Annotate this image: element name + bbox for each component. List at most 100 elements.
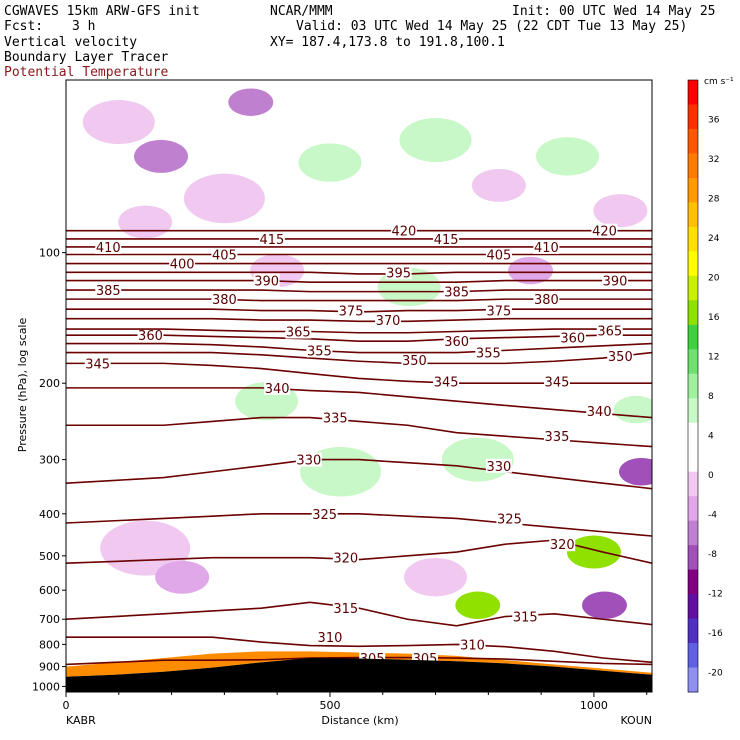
w-shading-16 xyxy=(155,560,210,594)
theta-label-325-1: 325 xyxy=(497,512,522,527)
theta-contours: 3053053103103153153203203253253303303353… xyxy=(66,223,652,667)
theta-label-325-0: 325 xyxy=(312,508,337,523)
colorbar-swatch-0 xyxy=(688,80,698,105)
theta-label-335-1: 335 xyxy=(545,430,570,445)
theta-label-bg-325-1 xyxy=(496,511,523,526)
theta-contour-340 xyxy=(66,387,652,419)
w-shading-17 xyxy=(404,557,468,597)
theta-label-bg-315-0 xyxy=(332,601,359,616)
y-tick-label-700: 700 xyxy=(39,613,60,626)
colorbar: 36 32 28 24 20 16 12 8 4 0 -4 -8 -12 -16 -20 xyxy=(687,79,723,693)
colorbar-tick--8: -8 xyxy=(708,550,717,560)
theta-label-410-0: 410 xyxy=(96,241,121,256)
w-shading-19 xyxy=(581,591,627,620)
theta-label-420-1: 420 xyxy=(592,225,617,240)
theta-contour-390 xyxy=(66,279,652,284)
theta-label-bg-325-0 xyxy=(311,506,338,521)
theta-label-320-1: 320 xyxy=(550,538,575,553)
tracer-area xyxy=(66,651,652,677)
x-tick-label-500: 500 xyxy=(319,699,340,712)
field-boundary-layer-tracer: Boundary Layer Tracer xyxy=(4,50,169,65)
theta-label-bg-385-0 xyxy=(95,283,122,298)
colorbar-swatch-4 xyxy=(688,177,698,203)
theta-label-bg-380-0 xyxy=(211,292,238,307)
theta-contour-355 xyxy=(66,342,652,354)
theta-contour-325 xyxy=(66,513,652,537)
theta-label-bg-340-0 xyxy=(264,380,291,395)
theta-label-415-0: 415 xyxy=(259,233,284,248)
colorbar-swatch-16 xyxy=(688,471,698,497)
theta-label-bg-355-0 xyxy=(306,343,333,358)
theta-label-bg-385-1 xyxy=(443,284,470,299)
theta-contour-315 xyxy=(66,601,652,627)
w-shading-20 xyxy=(455,591,501,620)
colorbar-tick-4: 4 xyxy=(708,431,714,441)
w-shading-3 xyxy=(298,143,362,182)
theta-label-360-1: 360 xyxy=(444,335,469,350)
theta-label-bg-355-1 xyxy=(475,345,502,360)
colorbar-swatch-5 xyxy=(688,202,698,228)
theta-contour-365 xyxy=(66,328,652,334)
terrain-area xyxy=(66,658,652,692)
theta-label-bg-345-1 xyxy=(433,374,460,389)
theta-label-310-1: 310 xyxy=(460,638,485,653)
w-shading-6 xyxy=(183,173,265,224)
theta-contour-310 xyxy=(66,636,652,664)
y-tick-label-900: 900 xyxy=(39,661,60,674)
w-shading-5 xyxy=(471,168,526,202)
theta-label-bg-345-0 xyxy=(84,356,111,371)
theta-label-375-0: 375 xyxy=(339,305,364,320)
theta-label-345-0: 345 xyxy=(85,357,110,372)
theta-label-bg-405-0 xyxy=(211,247,238,262)
theta-contour-385 xyxy=(66,289,652,293)
theta-label-350-0: 350 xyxy=(402,354,427,369)
theta-label-310-0: 310 xyxy=(318,631,343,646)
colorbar-tick--20: -20 xyxy=(708,668,723,678)
plot-frame xyxy=(65,79,653,693)
theta-label-390-1: 390 xyxy=(603,275,628,290)
theta-label-bg-400-0 xyxy=(169,256,196,271)
theta-label-bg-350-0 xyxy=(401,353,428,368)
x-tick-label-0: 0 xyxy=(63,699,70,712)
colorbar-tick--16: -16 xyxy=(708,629,723,639)
theta-label-320-0: 320 xyxy=(333,552,358,567)
theta-label-380-1: 380 xyxy=(534,293,559,308)
colorbar-swatch-18 xyxy=(688,520,698,546)
theta-label-bg-345-2 xyxy=(543,374,570,389)
theta-label-bg-420-0 xyxy=(390,223,417,238)
colorbar-swatch-15 xyxy=(688,447,698,473)
colorbar-swatch-22 xyxy=(688,618,698,644)
colorbar-swatch-8 xyxy=(688,275,698,301)
theta-label-bg-335-1 xyxy=(543,429,570,444)
theta-label-bg-360-2 xyxy=(559,330,586,345)
theta-label-bg-415-0 xyxy=(258,231,285,246)
theta-label-bg-415-1 xyxy=(433,231,460,246)
theta-label-bg-410-0 xyxy=(95,239,122,254)
theta-contour-370 xyxy=(66,317,652,323)
forecast-value: 3 h xyxy=(72,19,96,34)
theta-contour-330 xyxy=(66,458,652,490)
colorbar-swatch-11 xyxy=(688,349,698,375)
theta-label-bg-310-0 xyxy=(316,630,343,645)
theta-contour-305 xyxy=(66,656,652,666)
y-axis-label: Pressure (hPa), log scale xyxy=(16,318,29,453)
theta-label-bg-365-1 xyxy=(596,323,623,338)
theta-label-340-1: 340 xyxy=(587,405,612,420)
theta-contour-360 xyxy=(66,334,652,342)
theta-label-405-1: 405 xyxy=(486,249,511,264)
theta-label-bg-360-1 xyxy=(443,334,470,349)
colorbar-swatch-20 xyxy=(688,569,698,595)
theta-label-340-0: 340 xyxy=(265,382,290,397)
theta-label-400-0: 400 xyxy=(170,258,195,273)
colorbar-swatch-7 xyxy=(688,251,698,277)
theta-label-bg-335-0 xyxy=(322,410,349,425)
colorbar-swatch-19 xyxy=(688,545,698,571)
cross-section-endpoints: XY= 187.4,173.8 to 191.8,100.1 xyxy=(270,35,505,50)
theta-label-bg-330-0 xyxy=(295,452,322,467)
theta-label-bg-350-1 xyxy=(607,348,634,363)
colorbar-swatch-13 xyxy=(688,398,698,424)
theta-label-bg-320-0 xyxy=(332,550,359,565)
theta-label-345-1: 345 xyxy=(434,375,459,390)
theta-label-385-0: 385 xyxy=(96,284,121,299)
